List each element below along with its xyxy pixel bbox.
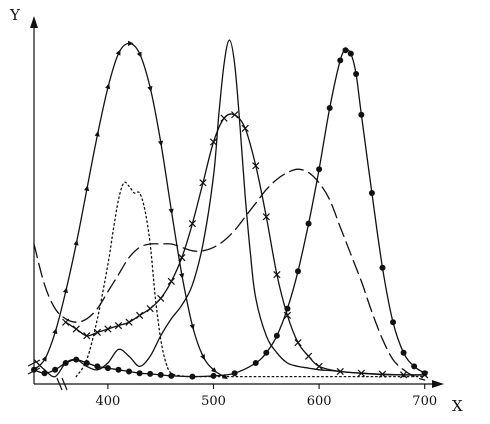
x-tick-label: 400 (96, 394, 121, 409)
data-point (305, 220, 312, 227)
data-point (210, 372, 217, 379)
series-line-dotted (75, 181, 426, 378)
data-point (52, 366, 59, 373)
data-point (188, 219, 197, 228)
series-layer (31, 39, 429, 381)
series-dashed (33, 168, 426, 381)
data-point (62, 287, 68, 294)
data-point (115, 49, 121, 56)
data-point (210, 367, 217, 373)
data-point (104, 325, 112, 333)
x-axis-break-mark (56, 377, 68, 391)
data-point (400, 349, 407, 356)
data-point (295, 268, 301, 275)
x-axis-arrow (432, 380, 444, 388)
data-point (52, 328, 58, 335)
y-axis-arrow (30, 16, 38, 28)
data-point (72, 325, 80, 333)
data-point (273, 332, 280, 339)
data-point (104, 365, 111, 372)
data-point (147, 370, 154, 377)
data-point (114, 321, 123, 330)
data-point (128, 40, 134, 46)
data-point (337, 57, 344, 64)
series-solid-x-markers (62, 111, 429, 379)
data-point (263, 349, 270, 356)
data-point (126, 368, 133, 375)
data-point (421, 370, 428, 377)
series-line-solid-no-markers (33, 39, 426, 378)
data-point (411, 363, 418, 370)
data-point (199, 179, 207, 187)
data-point (357, 369, 365, 377)
series-line-dashed (33, 168, 426, 381)
data-point (304, 352, 313, 360)
data-point (342, 47, 349, 54)
data-point (147, 86, 153, 92)
series-solid-no-markers (33, 39, 426, 378)
x-tick-label: 500 (201, 394, 226, 409)
data-point (157, 294, 165, 303)
data-point (252, 162, 260, 170)
series-solid-triangle-markers (31, 40, 228, 380)
data-point (220, 114, 228, 122)
data-point (135, 311, 144, 320)
data-point (73, 356, 80, 363)
data-point (231, 111, 239, 119)
data-point (316, 166, 323, 173)
data-point (315, 362, 323, 371)
series-dotted (75, 181, 426, 378)
data-point (157, 371, 164, 378)
data-point (209, 138, 218, 146)
data-point (84, 185, 90, 192)
series-line-solid-x-markers (65, 113, 426, 376)
data-point (168, 372, 175, 379)
x-tick-label: 700 (412, 394, 437, 409)
x-ticks: 400 500 600 700 (96, 384, 437, 409)
data-point (262, 213, 270, 221)
data-point (136, 51, 142, 58)
data-point (136, 370, 143, 377)
data-point (294, 338, 302, 347)
data-point (399, 371, 408, 379)
data-point (326, 105, 333, 111)
y-axis-title: Y (9, 6, 21, 24)
data-point (62, 360, 69, 366)
x-axis-title: X (452, 397, 463, 415)
data-point (284, 305, 291, 312)
series-line-solid-dot-markers (33, 49, 426, 378)
data-point (353, 71, 360, 77)
data-point (252, 360, 259, 366)
x-tick-label: 600 (307, 394, 332, 409)
data-point (390, 319, 397, 326)
data-point (273, 270, 281, 279)
data-point (200, 354, 205, 361)
data-point (83, 332, 91, 340)
data-point (115, 366, 122, 373)
data-point (231, 370, 238, 377)
data-point (168, 208, 174, 215)
data-point (347, 50, 354, 57)
data-point (73, 239, 79, 246)
data-point (94, 363, 101, 370)
data-point (31, 366, 37, 373)
data-point (368, 190, 375, 196)
data-point (94, 130, 100, 137)
data-point (167, 277, 175, 286)
data-point (189, 323, 195, 330)
data-point (336, 367, 344, 376)
data-point (41, 370, 48, 377)
data-point (358, 111, 365, 118)
data-point (379, 264, 386, 271)
data-point (157, 140, 164, 147)
data-point (146, 304, 154, 313)
data-point (125, 318, 133, 326)
data-point (178, 253, 186, 262)
data-point (105, 83, 111, 90)
series-solid-dot-markers (31, 47, 428, 380)
data-point (241, 124, 249, 133)
data-point (179, 273, 185, 280)
data-point (41, 355, 47, 362)
